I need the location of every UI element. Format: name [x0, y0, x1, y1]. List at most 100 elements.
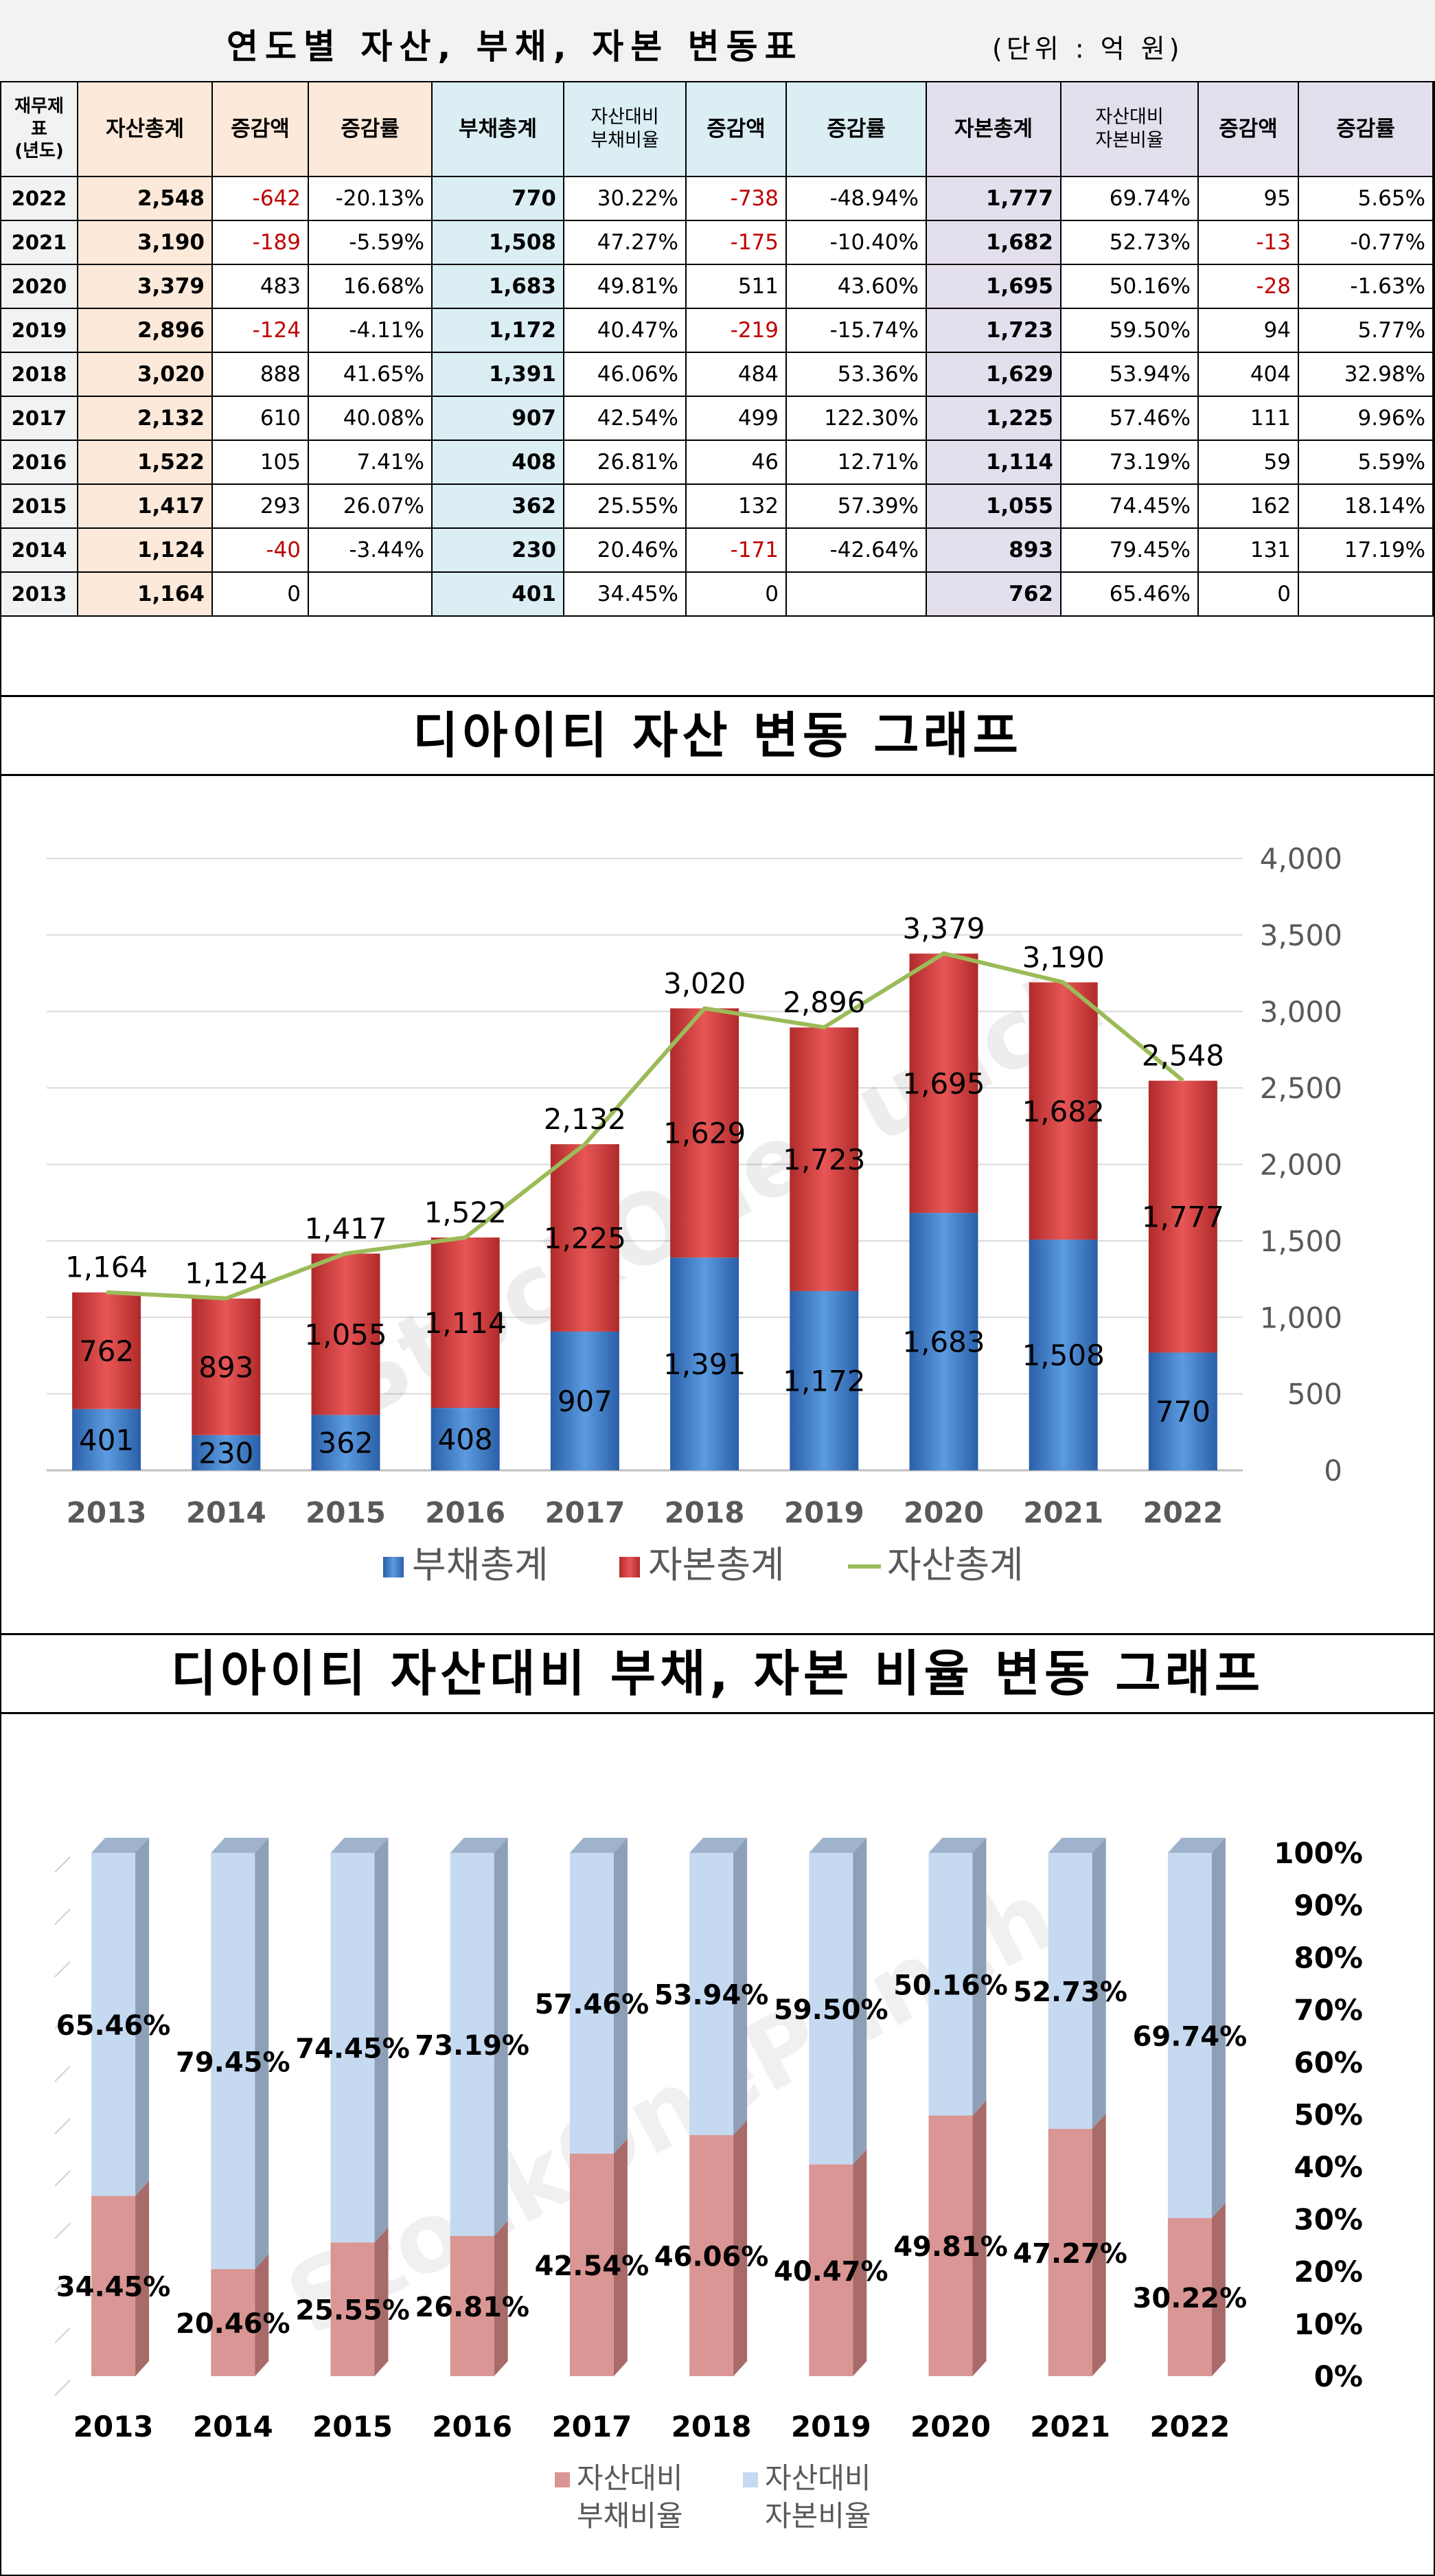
y-tick-label: 3,500: [1260, 918, 1342, 952]
debt-data-label: 907: [558, 1384, 612, 1418]
cell-year: 2016: [0, 440, 78, 485]
x-tick-label: 2022: [1143, 1496, 1223, 1529]
bar-top: [450, 1838, 508, 1853]
x-tick-label: 2020: [910, 2410, 991, 2443]
bar-debt: [1029, 1240, 1098, 1470]
cell-equity-total: 1,225: [926, 396, 1061, 441]
bar-debt-ratio-side: [613, 2138, 628, 2376]
cell-debt-total: 1,683: [431, 264, 564, 309]
asset-total-label: 2,132: [544, 1102, 626, 1136]
cell-equity-ratio: 53.94%: [1060, 352, 1199, 397]
cell-debt-ratio: 34.45%: [563, 571, 687, 617]
equity-ratio-label: 57.46%: [535, 1989, 650, 2020]
cell-debt-ratio: 25.55%: [563, 483, 687, 529]
bar-equity: [670, 1008, 739, 1258]
bar-debt-ratio: [330, 2242, 375, 2376]
y-tick-label: 2,500: [1260, 1071, 1342, 1105]
wall-gridline: [54, 2013, 71, 2030]
cell-equity-ratio: 69.74%: [1060, 176, 1199, 221]
chart2-title: 디아이티 자산대비 부채, 자본 비율 변동 그래프: [0, 1633, 1435, 1714]
cell-asset-change: 105: [211, 440, 309, 485]
cell-equity-change: 404: [1197, 352, 1299, 397]
y-tick-label: 50%: [1294, 2098, 1363, 2132]
cell-debt-rate: 122.30%: [785, 396, 927, 441]
wall-gridline: [54, 2170, 71, 2187]
ratio-change-chart: 0%10%20%30%40%50%60%70%80%90%100%StockOn…: [54, 1836, 1363, 2533]
x-tick-label: 2014: [186, 1496, 266, 1529]
bar-debt-ratio-side: [255, 2254, 269, 2376]
cell-equity-ratio: 59.50%: [1060, 308, 1199, 353]
debt-ratio-label: 46.06%: [654, 2242, 769, 2273]
cell-debt-total: 401: [431, 571, 564, 617]
debt-ratio-label: 40.47%: [774, 2256, 888, 2288]
bar-debt-ratio: [569, 2153, 614, 2376]
x-tick-label: 2015: [306, 1496, 386, 1529]
cell-equity-total: 1,629: [926, 352, 1061, 397]
equity-data-label: 1,682: [1022, 1095, 1105, 1128]
bar-equity-ratio: [809, 1853, 853, 2165]
legend-debt-ratio-swatch: [555, 2472, 570, 2487]
header-debt-ratio: 자산대비 부채비율: [563, 81, 687, 177]
debt-data-label: 770: [1156, 1395, 1210, 1428]
debt-data-label: 401: [79, 1423, 134, 1457]
cell-equity-change: -28: [1197, 264, 1299, 309]
legend-debt-swatch: [383, 1557, 404, 1577]
cell-asset-rate: -5.59%: [308, 220, 433, 265]
cell-debt-change: 46: [685, 440, 787, 485]
x-tick-label: 2021: [1030, 2410, 1110, 2443]
table-row: 2018 3,020 888 41.65% 1,391 46.06% 484 53.36% 1,…: [0, 352, 1434, 397]
legend-equity-label: 자본총계: [648, 1543, 785, 1586]
cell-asset-change: 293: [211, 483, 309, 529]
asset-change-chart: 05001,0001,5002,0002,5003,0003,5004,000S…: [47, 842, 1342, 1586]
header-debt-total: 부채총계: [431, 81, 564, 177]
bar-equity-ratio: [91, 1853, 136, 2196]
bar-debt-ratio-side: [733, 2120, 748, 2376]
cell-equity-change: 111: [1197, 396, 1299, 441]
asset-total-label: 1,164: [65, 1251, 148, 1284]
header-asset-change: 증감액: [211, 81, 309, 177]
bar-debt: [430, 1408, 500, 1470]
header-debt-change: 증감액: [685, 81, 787, 177]
legend-debt-ratio-label-2: 부채비율: [577, 2499, 683, 2533]
cell-equity-total: 1,695: [926, 264, 1061, 309]
equity-ratio-label: 73.19%: [415, 2030, 529, 2062]
y-tick-label: 0%: [1314, 2360, 1363, 2393]
y-tick-label: 20%: [1294, 2255, 1363, 2289]
bar-top: [330, 1838, 389, 1853]
debt-data-label: 362: [318, 1426, 373, 1460]
bar-equity: [790, 1027, 859, 1291]
cell-equity-change: 95: [1197, 176, 1299, 221]
bar-equity-ratio: [928, 1853, 973, 2116]
legend-equity-ratio-swatch: [743, 2472, 758, 2487]
y-tick-label: 70%: [1294, 1994, 1363, 2027]
debt-ratio-label: 30.22%: [1133, 2283, 1248, 2314]
bar-top: [211, 1838, 269, 1853]
table-body: 2022 2,548 -642 -20.13% 770 30.22% -738 -48.94%…: [0, 176, 1434, 617]
legend-equity-ratio-label-2: 자본비율: [765, 2499, 871, 2533]
debt-data-label: 1,172: [783, 1364, 865, 1398]
legend-total-label: 자산총계: [887, 1543, 1024, 1586]
cell-asset-total: 2,548: [77, 176, 213, 221]
cell-equity-rate: 32.98%: [1298, 352, 1434, 397]
table-row: 2014 1,124 -40 -3.44% 230 20.46% -171 -42.64% 89…: [0, 527, 1434, 573]
y-tick-label: 1,000: [1260, 1301, 1342, 1334]
cell-asset-change: -124: [211, 308, 309, 353]
bar-equity-ratio-side: [972, 1838, 987, 2116]
bar-equity: [72, 1292, 141, 1409]
cell-equity-change: 94: [1197, 308, 1299, 353]
table-row: 2015 1,417 293 26.07% 362 25.55% 132 57.39% 1,05…: [0, 483, 1434, 529]
x-tick-label: 2016: [425, 1496, 505, 1529]
bar-top: [809, 1838, 867, 1853]
cell-equity-total: 762: [926, 571, 1061, 617]
cell-debt-change: 499: [685, 396, 787, 441]
table-unit: (단위 : 억 원): [992, 34, 1184, 64]
cell-asset-change: -642: [211, 176, 309, 221]
cell-equity-ratio: 65.46%: [1060, 571, 1199, 617]
bar-debt: [311, 1415, 380, 1470]
x-tick-label: 2017: [551, 2410, 632, 2443]
cell-debt-change: 132: [685, 483, 787, 529]
x-tick-label: 2019: [784, 1496, 864, 1529]
table-row: 2021 3,190 -189 -5.59% 1,508 47.27% -175 -10.40…: [0, 220, 1434, 265]
bar-equity: [1148, 1080, 1217, 1353]
asset-total-label: 1,522: [424, 1196, 507, 1229]
